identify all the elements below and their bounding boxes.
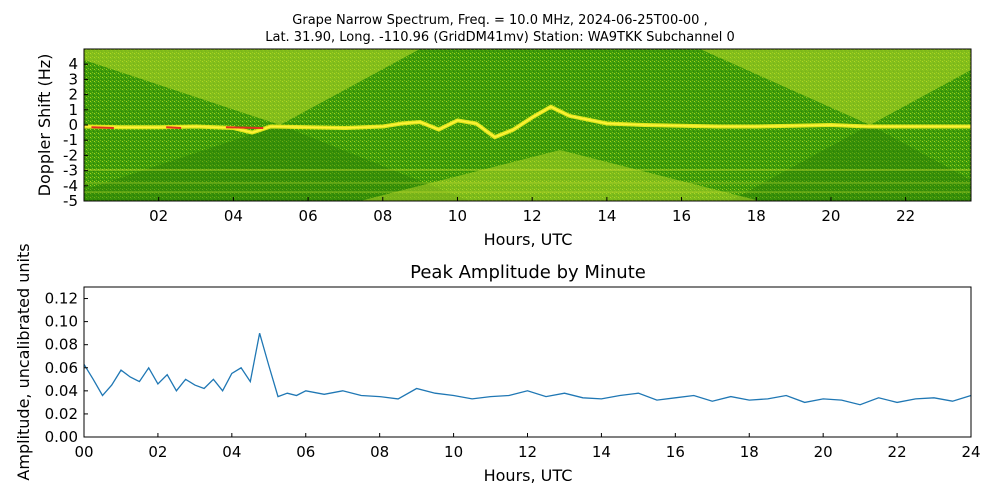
amplitude-chart-title: Peak Amplitude by Minute — [410, 262, 646, 283]
spectrogram-y-tick-label: 0 — [68, 116, 78, 134]
spectrogram-x-tick-label: 22 — [896, 207, 915, 225]
amplitude-x-tick-label: 14 — [592, 443, 611, 461]
spectrogram-y-tick-label: -3 — [63, 162, 78, 180]
spectrogram-y-tick-label: -5 — [63, 192, 78, 210]
amplitude-x-tick-label: 10 — [444, 443, 463, 461]
spectrum-title-line-2: Lat. 31.90, Long. -110.96 (GridDM41mv) S… — [265, 30, 735, 45]
spectrogram-x-axis-label: Hours, UTC — [484, 230, 573, 249]
spectrogram-x-tick-label: 06 — [299, 207, 318, 225]
spectrogram-daylight-band — [84, 49, 971, 125]
spectrogram-y-tick-label: 4 — [68, 55, 78, 73]
spectrogram-x-tick-label: 02 — [149, 207, 168, 225]
spectrogram-x-tick-label: 16 — [672, 207, 691, 225]
amplitude-x-tick-label: 22 — [888, 443, 907, 461]
spectrogram-peak-segment — [91, 126, 114, 130]
amplitude-y-tick-label: 0.08 — [45, 336, 78, 354]
spectrogram-y-tick-label: -2 — [63, 146, 78, 164]
amplitude-y-tick-label: 0.12 — [45, 290, 78, 308]
amplitude-y-tick-label: 0.02 — [45, 405, 78, 423]
spectrogram-y-tick-label: 1 — [68, 101, 78, 119]
amplitude-y-tick-label: 0.04 — [45, 382, 78, 400]
amplitude-x-tick-label: 12 — [518, 443, 537, 461]
spectrogram-x-tick-label: 20 — [821, 207, 840, 225]
amplitude-x-tick-label: 16 — [666, 443, 685, 461]
spectrogram-carrier-trace-core — [84, 105, 971, 139]
spectrogram-y-tick-label: -1 — [63, 131, 78, 149]
amplitude-y-axis-label: Amplitude, uncalibrated units — [14, 243, 33, 480]
amplitude-series-line — [83, 333, 972, 406]
amplitude-x-tick-label: 04 — [222, 443, 241, 461]
spectrum-title-line-1: Grape Narrow Spectrum, Freq. = 10.0 MHz,… — [292, 13, 708, 28]
amplitude-y-tick-label: 0.06 — [45, 359, 78, 377]
spectrogram-lower-band — [84, 125, 971, 201]
amplitude-frame — [83, 286, 972, 438]
spectrogram-y-tick-label: 2 — [68, 86, 78, 104]
amplitude-x-tick-label: 18 — [740, 443, 759, 461]
spectrogram-x-tick-label: 18 — [747, 207, 766, 225]
amplitude-x-tick-label: 08 — [370, 443, 389, 461]
amplitude-x-tick-label: 02 — [148, 443, 167, 461]
spectrogram-panel — [84, 49, 971, 201]
amplitude-y-tick-label: 0.00 — [45, 428, 78, 446]
spectrogram-x-tick-label: 12 — [523, 207, 542, 225]
amplitude-y-tick-label: 0.10 — [45, 313, 78, 331]
amplitude-x-tick-label: 24 — [961, 443, 980, 461]
amplitude-plot-area — [83, 333, 972, 406]
amplitude-x-axis-label: Hours, UTC — [484, 466, 573, 485]
amplitude-x-tick-label: 00 — [74, 443, 93, 461]
spectrogram-y-tick-label: 3 — [68, 70, 78, 88]
spectrogram-y-axis-label: Doppler Shift (Hz) — [35, 54, 54, 197]
spectrogram-peak-segment — [166, 126, 182, 130]
spectrogram-x-tick-label: 14 — [597, 207, 616, 225]
spectrogram-x-tick-label: 08 — [373, 207, 392, 225]
amplitude-x-tick-label: 20 — [814, 443, 833, 461]
spectrogram-y-tick-label: -4 — [63, 177, 78, 195]
spectrogram-peak-segment — [225, 126, 264, 130]
spectrogram-x-tick-label: 04 — [224, 207, 243, 225]
spectrogram-x-tick-label: 10 — [448, 207, 467, 225]
spectrogram-lower-daylight — [360, 150, 760, 201]
amplitude-x-tick-label: 06 — [296, 443, 315, 461]
